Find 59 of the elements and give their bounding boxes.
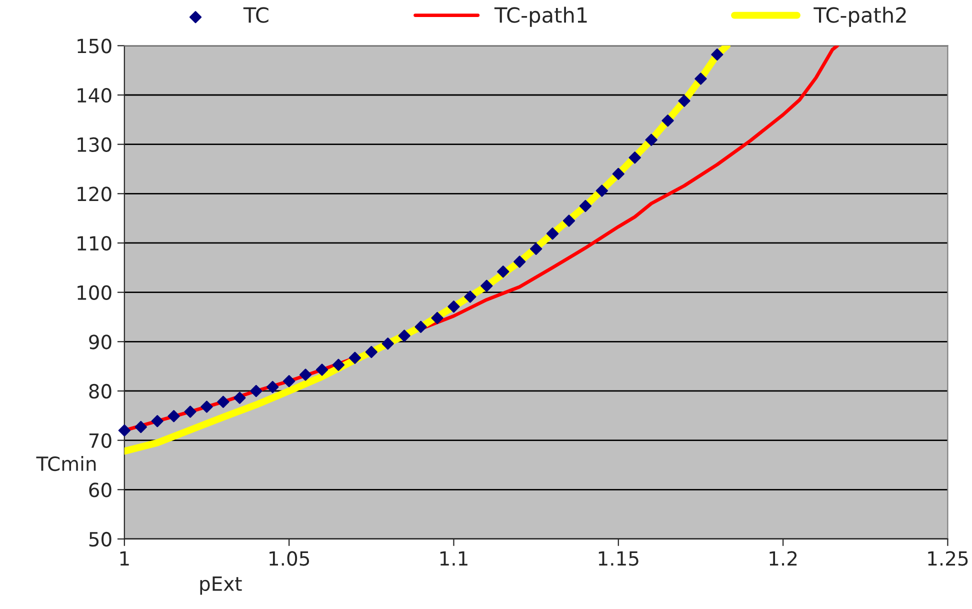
y-tick-label: 90 — [89, 334, 112, 350]
point — [530, 242, 542, 255]
point — [266, 380, 279, 394]
x-axis-title: pExt — [200, 576, 242, 595]
point — [546, 228, 559, 240]
y-tick-label: 100 — [78, 285, 112, 300]
x-tick-label: 1.1 — [440, 551, 468, 566]
point — [118, 424, 130, 437]
x-tick-label: 1 — [120, 551, 129, 566]
point — [414, 320, 427, 333]
point — [596, 184, 608, 197]
point — [184, 406, 196, 418]
point — [514, 256, 526, 268]
point — [628, 152, 641, 164]
y-tick-label: 70 — [89, 433, 112, 448]
x-tick-label: 1.2 — [770, 551, 797, 566]
point — [348, 352, 362, 364]
y-tick-label: 120 — [78, 186, 112, 202]
point — [234, 392, 246, 404]
point — [464, 290, 476, 303]
point — [168, 410, 180, 422]
legend-label: TC-path1 — [494, 6, 587, 27]
point — [398, 330, 410, 342]
legend-label: TC — [243, 7, 268, 23]
x-tick-label: 1.05 — [270, 551, 310, 566]
point — [217, 396, 230, 408]
point — [151, 414, 164, 428]
x-tick-label: 1.15 — [598, 551, 638, 566]
point — [299, 368, 312, 381]
y-tick-label: 130 — [78, 137, 112, 152]
point — [480, 280, 493, 292]
point — [134, 420, 147, 434]
y-tick-label: 110 — [78, 236, 112, 251]
point — [332, 358, 345, 371]
point — [662, 114, 674, 127]
point — [431, 312, 444, 324]
y-tick-label: 140 — [78, 88, 112, 103]
point — [382, 338, 394, 350]
legend-label: TC-path2 — [814, 6, 906, 27]
y-axis-title: TCmin — [36, 456, 96, 472]
point — [316, 364, 328, 376]
point — [200, 400, 213, 413]
point — [678, 94, 690, 107]
point — [694, 72, 707, 85]
y-tick-label: 50 — [89, 532, 112, 547]
point — [283, 375, 296, 388]
point — [497, 266, 510, 278]
x-tick-label: 1.25 — [928, 551, 968, 566]
point — [612, 168, 624, 180]
point — [250, 384, 262, 398]
y-tick-label: 150 — [78, 38, 112, 54]
y-tick-label: 60 — [89, 482, 112, 498]
point — [711, 48, 724, 61]
point — [645, 134, 658, 146]
point — [562, 214, 576, 227]
point — [579, 200, 592, 212]
y-tick-label: 80 — [89, 384, 112, 399]
point — [448, 300, 460, 313]
point — [365, 346, 378, 358]
